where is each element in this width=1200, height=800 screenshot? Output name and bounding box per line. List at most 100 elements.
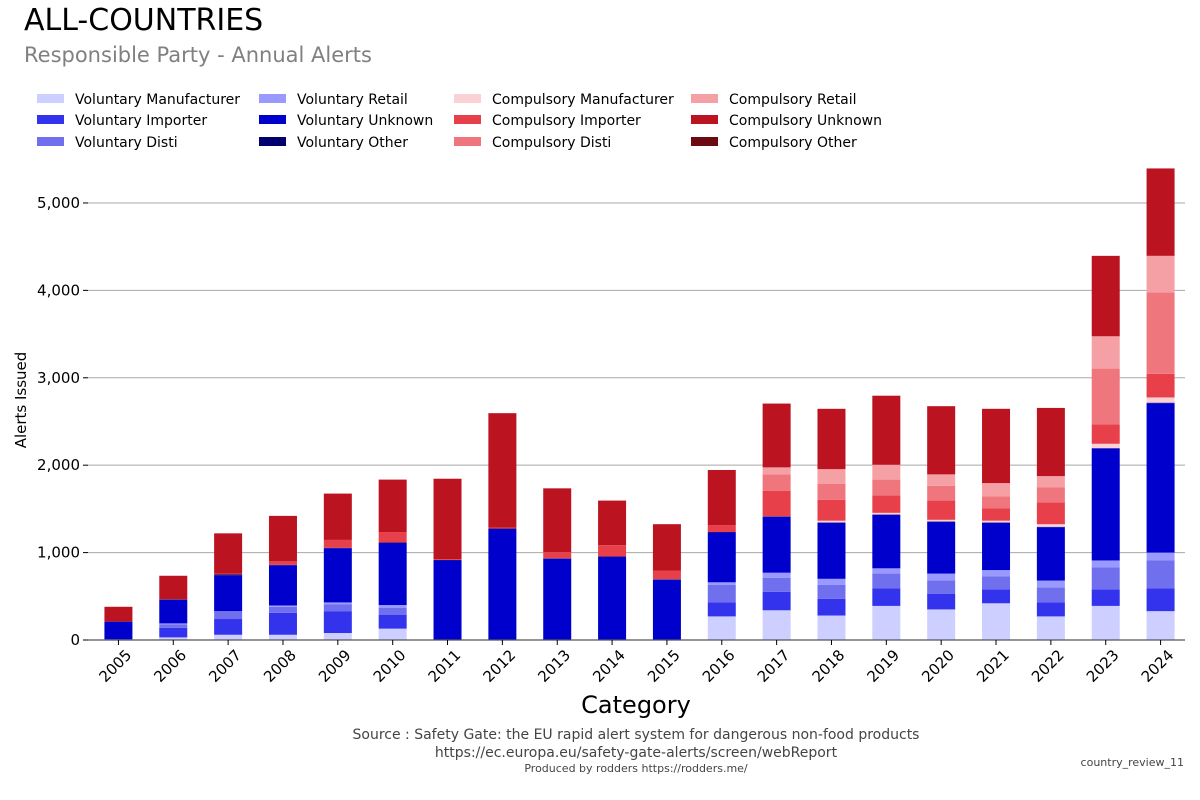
- bar-2010-compulsory-importer: [378, 532, 407, 543]
- bar-2021-voluntary-retail: [982, 570, 1011, 577]
- bar-2007-compulsory-unknown: [214, 533, 243, 574]
- bar-2016-compulsory-unknown: [707, 469, 736, 526]
- bar-2005-voluntary-unknown: [104, 621, 133, 640]
- x-tick-label: 2014: [589, 646, 629, 686]
- bar-2020-compulsory-importer: [927, 500, 956, 520]
- bar-2017-voluntary-disti: [762, 577, 791, 592]
- x-tick-label: 2022: [1028, 646, 1068, 686]
- legend-swatch-compulsory-other: [691, 137, 718, 146]
- bar-2007-compulsory-importer: [214, 573, 243, 575]
- bar-2023-voluntary-unknown: [1091, 448, 1120, 561]
- bar-2020-compulsory-retail: [927, 474, 956, 486]
- bar-2021-compulsory-importer: [982, 508, 1011, 521]
- bar-2005-compulsory-unknown: [104, 606, 133, 622]
- bar-2021-voluntary-unknown: [982, 522, 1011, 571]
- bar-2024-voluntary-disti: [1146, 560, 1175, 589]
- bar-2024-voluntary-retail: [1146, 552, 1175, 561]
- x-tick-label: 2021: [973, 646, 1013, 686]
- legend-label-voluntary-disti: Voluntary Disti: [75, 135, 178, 151]
- bar-2022-voluntary-disti: [1036, 587, 1065, 603]
- y-axis-label: Alerts Issued: [12, 352, 30, 449]
- bar-2007-voluntary-disti: [214, 611, 243, 620]
- bar-2023-compulsory-importer: [1091, 424, 1120, 444]
- legend-swatch-compulsory-unknown: [691, 115, 718, 124]
- bar-2019-voluntary-unknown: [872, 515, 901, 569]
- bar-2024-compulsory-unknown: [1146, 168, 1175, 256]
- bar-2022-compulsory-manufacturer: [1036, 524, 1065, 527]
- bar-2021-voluntary-importer: [982, 589, 1011, 604]
- bar-2009-voluntary-manufacturer: [323, 633, 352, 640]
- legend-swatch-voluntary-retail: [259, 94, 286, 103]
- legend-label-compulsory-disti: Compulsory Disti: [492, 135, 611, 151]
- bar-2023-voluntary-retail: [1091, 560, 1120, 568]
- bar-2018-voluntary-disti: [817, 584, 846, 599]
- bar-2008-compulsory-unknown: [268, 515, 297, 562]
- bar-2018-compulsory-unknown: [817, 408, 846, 470]
- bar-2006-voluntary-manufacturer: [159, 637, 188, 640]
- bar-2012-compulsory-importer: [488, 527, 517, 529]
- bar-2010-voluntary-manufacturer: [378, 628, 407, 640]
- bar-2011-compulsory-importer: [433, 559, 462, 561]
- y-tick-label: 0: [70, 631, 80, 649]
- bar-2024-voluntary-unknown: [1146, 403, 1175, 553]
- legend-swatch-voluntary-unknown: [259, 115, 286, 124]
- y-axis: 0 1,000 2,000 3,000 4,000 5,000: [37, 194, 88, 649]
- legend-label-compulsory-unknown: Compulsory Unknown: [729, 113, 882, 129]
- legend-label-voluntary-unknown: Voluntary Unknown: [297, 113, 433, 129]
- bar-2008-voluntary-disti: [268, 606, 297, 613]
- producer-credit: Produced by rodders https://rodders.me/: [524, 762, 748, 775]
- bar-2018-compulsory-manufacturer: [817, 520, 846, 523]
- x-tick-label: 2013: [534, 646, 574, 686]
- x-tick-label: 2020: [918, 646, 958, 686]
- bar-2020-compulsory-disti: [927, 485, 956, 501]
- bar-2006-voluntary-importer: [159, 627, 188, 638]
- bar-2010-voluntary-retail: [378, 605, 407, 608]
- bar-2019-compulsory-retail: [872, 464, 901, 480]
- bar-2010-compulsory-unknown: [378, 479, 407, 533]
- bar-2019-compulsory-manufacturer: [872, 512, 901, 515]
- bar-2007-voluntary-unknown: [214, 575, 243, 612]
- bar-2009-compulsory-importer: [323, 539, 352, 548]
- bar-2016-voluntary-importer: [707, 602, 736, 617]
- legend-swatch-voluntary-other: [259, 137, 286, 146]
- bar-2007-voluntary-manufacturer: [214, 634, 243, 640]
- bar-2014-compulsory-importer: [598, 545, 627, 557]
- bar-2013-voluntary-unknown: [543, 558, 572, 640]
- bar-2009-compulsory-unknown: [323, 493, 352, 540]
- bar-2017-compulsory-disti: [762, 474, 791, 491]
- x-tick-label: 2018: [809, 646, 849, 686]
- bar-2024-compulsory-manufacturer: [1146, 397, 1175, 403]
- source-line: Source : Safety Gate: the EU rapid alert…: [352, 727, 920, 743]
- bar-2010-voluntary-importer: [378, 614, 407, 629]
- bar-2023-compulsory-disti: [1091, 368, 1120, 425]
- bar-2019-voluntary-disti: [872, 573, 901, 589]
- bar-2017-voluntary-retail: [762, 572, 791, 578]
- bar-2007-voluntary-importer: [214, 619, 243, 635]
- bar-2018-voluntary-manufacturer: [817, 615, 846, 640]
- y-tick-label: 4,000: [37, 281, 80, 299]
- x-tick-label: 2017: [754, 646, 794, 686]
- bar-2006-voluntary-disti: [159, 624, 188, 628]
- bar-2006-compulsory-unknown: [159, 575, 188, 600]
- legend-label-compulsory-other: Compulsory Other: [729, 135, 857, 151]
- x-tick-label: 2009: [315, 646, 355, 686]
- bar-2019-compulsory-importer: [872, 495, 901, 513]
- x-tick-label: 2016: [699, 646, 739, 686]
- bar-2022-voluntary-manufacturer: [1036, 616, 1065, 640]
- bar-2022-voluntary-unknown: [1036, 527, 1065, 581]
- bar-2016-compulsory-importer: [707, 525, 736, 533]
- bar-2008-voluntary-retail: [268, 605, 297, 607]
- bar-2021-compulsory-retail: [982, 483, 1011, 497]
- bar-2008-compulsory-importer: [268, 561, 297, 565]
- bar-2017-voluntary-unknown: [762, 516, 791, 573]
- legend-swatch-voluntary-manufacturer: [37, 94, 64, 103]
- legend-swatch-voluntary-disti: [37, 137, 64, 146]
- bar-2007-voluntary-other: [214, 574, 243, 576]
- x-tick-label: 2019: [863, 646, 903, 686]
- bar-2021-voluntary-manufacturer: [982, 603, 1011, 640]
- bar-2008-voluntary-importer: [268, 612, 297, 635]
- bar-2022-compulsory-importer: [1036, 502, 1065, 525]
- bar-2009-voluntary-retail: [323, 602, 352, 605]
- bar-2016-voluntary-manufacturer: [707, 616, 736, 640]
- bar-2018-voluntary-retail: [817, 578, 846, 585]
